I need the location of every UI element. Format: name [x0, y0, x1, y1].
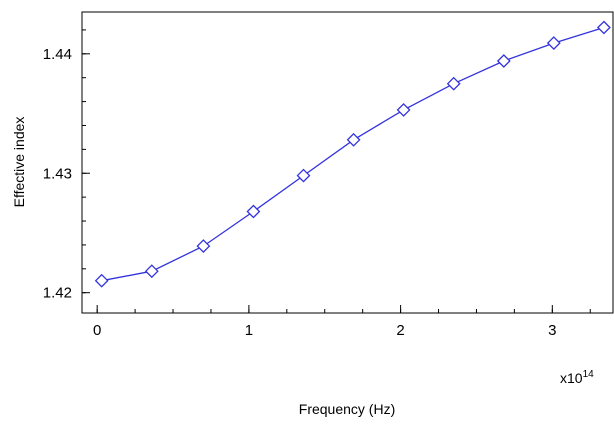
y-tick-label: 1.42 — [43, 285, 72, 302]
major-ticks — [82, 53, 553, 313]
data-point-marker — [196, 239, 211, 254]
data-point-marker — [446, 76, 461, 91]
data-point-marker — [596, 20, 611, 35]
data-point-marker — [144, 264, 159, 279]
series-layer — [94, 20, 611, 288]
y-axis-label: Effective index — [11, 117, 27, 208]
data-point-marker — [246, 204, 261, 219]
data-point-marker — [94, 273, 109, 288]
x-tick-label: 0 — [93, 322, 101, 339]
x-multiplier-exponent: 14 — [583, 369, 595, 380]
x-multiplier-label: x1014 — [560, 369, 594, 386]
y-tick-label: 1.43 — [43, 165, 72, 182]
x-tick-labels: 0 1 2 3 — [93, 322, 556, 339]
x-tick-label: 3 — [548, 322, 556, 339]
data-point-marker — [296, 168, 311, 183]
x-tick-label: 2 — [396, 322, 404, 339]
plot-frame — [81, 11, 614, 314]
data-point-marker — [496, 54, 511, 68]
data-point-marker — [546, 36, 561, 51]
data-point-marker — [346, 132, 361, 147]
x-multiplier-base: x10 — [560, 370, 583, 386]
data-point-marker — [396, 102, 411, 117]
y-tick-labels: 1.42 1.43 1.44 — [43, 46, 72, 302]
x-tick-label: 1 — [245, 322, 253, 339]
y-tick-label: 1.44 — [43, 46, 72, 63]
minor-ticks — [82, 29, 591, 313]
series-line — [101, 26, 605, 282]
x-axis-label: Frequency (Hz) — [299, 401, 395, 417]
